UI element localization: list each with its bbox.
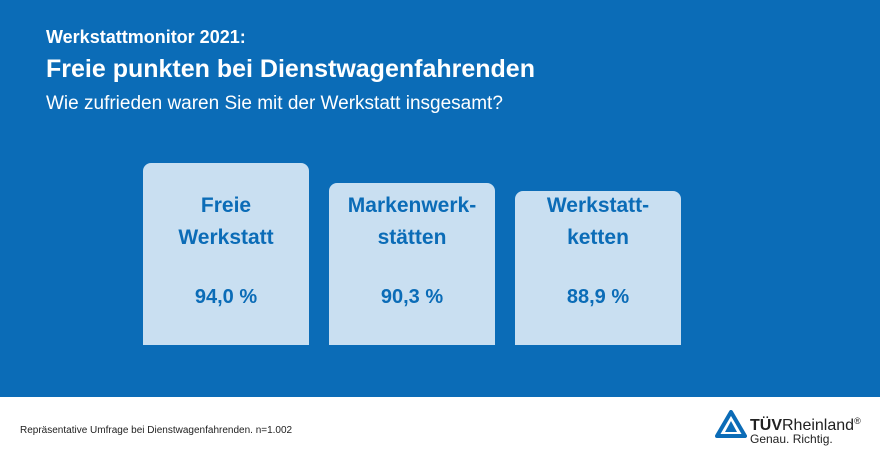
page-title: Freie punkten bei Dienstwagenfahrenden: [46, 55, 535, 83]
question-subtitle: Wie zufrieden waren Sie mit der Werkstat…: [46, 93, 503, 114]
footnote: Repräsentative Umfrage bei Dienstwagenfa…: [20, 425, 293, 436]
bar-werkstattketten: Werkstatt- ketten 88,9 %: [515, 191, 681, 345]
header-panel: Werkstattmonitor 2021: Freie punkten bei…: [0, 0, 880, 397]
logo-slogan: Genau. Richtig.: [750, 432, 833, 446]
bar-value-label: 90,3 %: [380, 285, 444, 308]
bar-value-label: 88,9 %: [566, 285, 630, 308]
footer: Repräsentative Umfrage bei Dienstwagenfa…: [0, 397, 880, 460]
tuv-rheinland-logo: TÜVRheinland® Genau. Richtig.: [712, 405, 872, 453]
triangle-logo-icon: [715, 410, 747, 438]
bar-value-label: 94,0 %: [194, 286, 258, 308]
kicker-text: Werkstattmonitor 2021:: [46, 27, 246, 47]
bar-category-label: Freie Werkstatt: [178, 194, 274, 249]
bar-category-label: Markenwerk- stätten: [347, 193, 477, 249]
logo-name: TÜVRheinland®: [750, 416, 861, 434]
bar-category-label: Werkstatt- ketten: [546, 194, 650, 249]
bar-markenwerkstaetten: Markenwerk- stätten 90,3 %: [329, 183, 495, 345]
bar-freie-werkstatt: Freie Werkstatt 94,0 %: [143, 163, 309, 345]
